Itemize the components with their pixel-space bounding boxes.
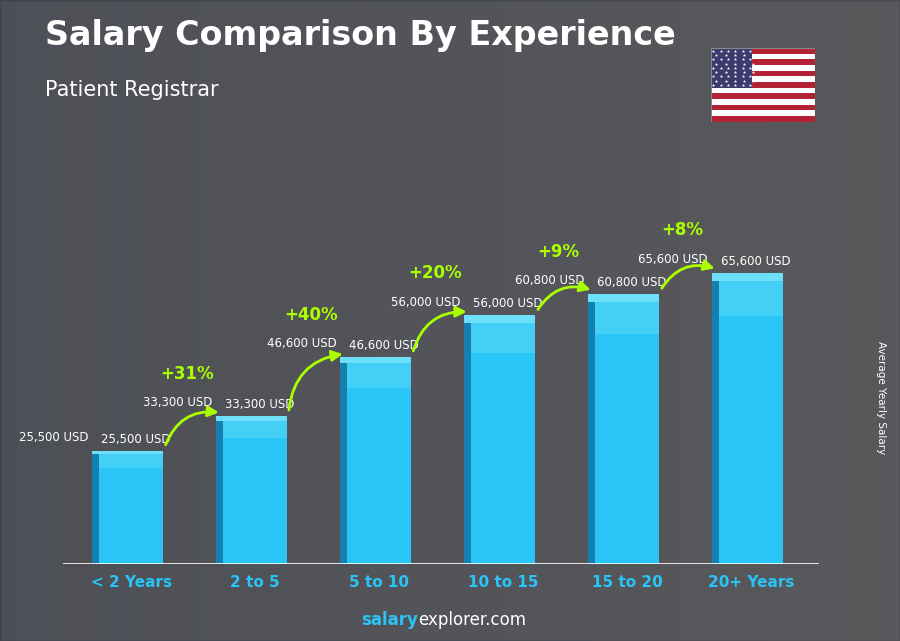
Bar (340, 357, 411, 363)
Text: Average Yearly Salary: Average Yearly Salary (877, 341, 886, 454)
Bar (216, 416, 223, 564)
Bar (711, 110, 814, 116)
Bar (711, 65, 814, 71)
Bar (588, 294, 659, 302)
Text: 33,300 USD: 33,300 USD (143, 396, 212, 410)
Bar (718, 272, 783, 564)
Bar (464, 315, 536, 322)
Bar (99, 451, 164, 564)
Bar (471, 315, 536, 353)
Bar (711, 54, 814, 60)
Bar (712, 272, 783, 281)
Text: 25,500 USD: 25,500 USD (102, 433, 171, 445)
Bar (711, 116, 814, 122)
Text: 33,300 USD: 33,300 USD (225, 398, 294, 411)
Bar (346, 357, 411, 388)
Text: 56,000 USD: 56,000 USD (473, 297, 543, 310)
Text: 65,600 USD: 65,600 USD (721, 254, 791, 267)
Bar (223, 416, 287, 438)
Bar (712, 272, 718, 564)
Bar (346, 357, 411, 564)
Bar (99, 451, 164, 468)
Text: +20%: +20% (408, 264, 462, 282)
Text: Salary Comparison By Experience: Salary Comparison By Experience (45, 19, 676, 52)
Text: 65,600 USD: 65,600 USD (638, 253, 708, 266)
Bar (223, 416, 287, 564)
Text: 46,600 USD: 46,600 USD (266, 337, 337, 351)
Bar (471, 315, 536, 564)
Bar (92, 451, 164, 454)
Bar (711, 71, 814, 76)
Bar (711, 60, 814, 65)
Bar (711, 99, 814, 104)
Bar (92, 451, 99, 564)
Text: Patient Registrar: Patient Registrar (45, 80, 219, 100)
Bar (711, 94, 814, 99)
Bar (216, 416, 287, 420)
Bar (595, 294, 659, 335)
Text: 60,800 USD: 60,800 USD (515, 274, 584, 287)
Bar (588, 294, 595, 564)
Text: explorer.com: explorer.com (418, 612, 526, 629)
Bar (464, 315, 471, 564)
Text: +31%: +31% (160, 365, 213, 383)
Text: 60,800 USD: 60,800 USD (598, 276, 667, 289)
Text: 46,600 USD: 46,600 USD (349, 339, 419, 352)
Bar (711, 76, 814, 82)
Text: salary: salary (362, 612, 418, 629)
Bar (340, 357, 346, 564)
Bar (718, 272, 783, 316)
Text: +9%: +9% (537, 242, 580, 260)
Bar (711, 48, 814, 54)
Bar (711, 88, 814, 94)
Bar (711, 104, 814, 110)
Bar (595, 294, 659, 564)
Bar (711, 48, 752, 88)
Text: +8%: +8% (662, 221, 704, 239)
Bar (711, 82, 814, 88)
Text: +40%: +40% (284, 306, 338, 324)
Text: 25,500 USD: 25,500 USD (19, 431, 88, 444)
Text: 56,000 USD: 56,000 USD (391, 296, 460, 308)
